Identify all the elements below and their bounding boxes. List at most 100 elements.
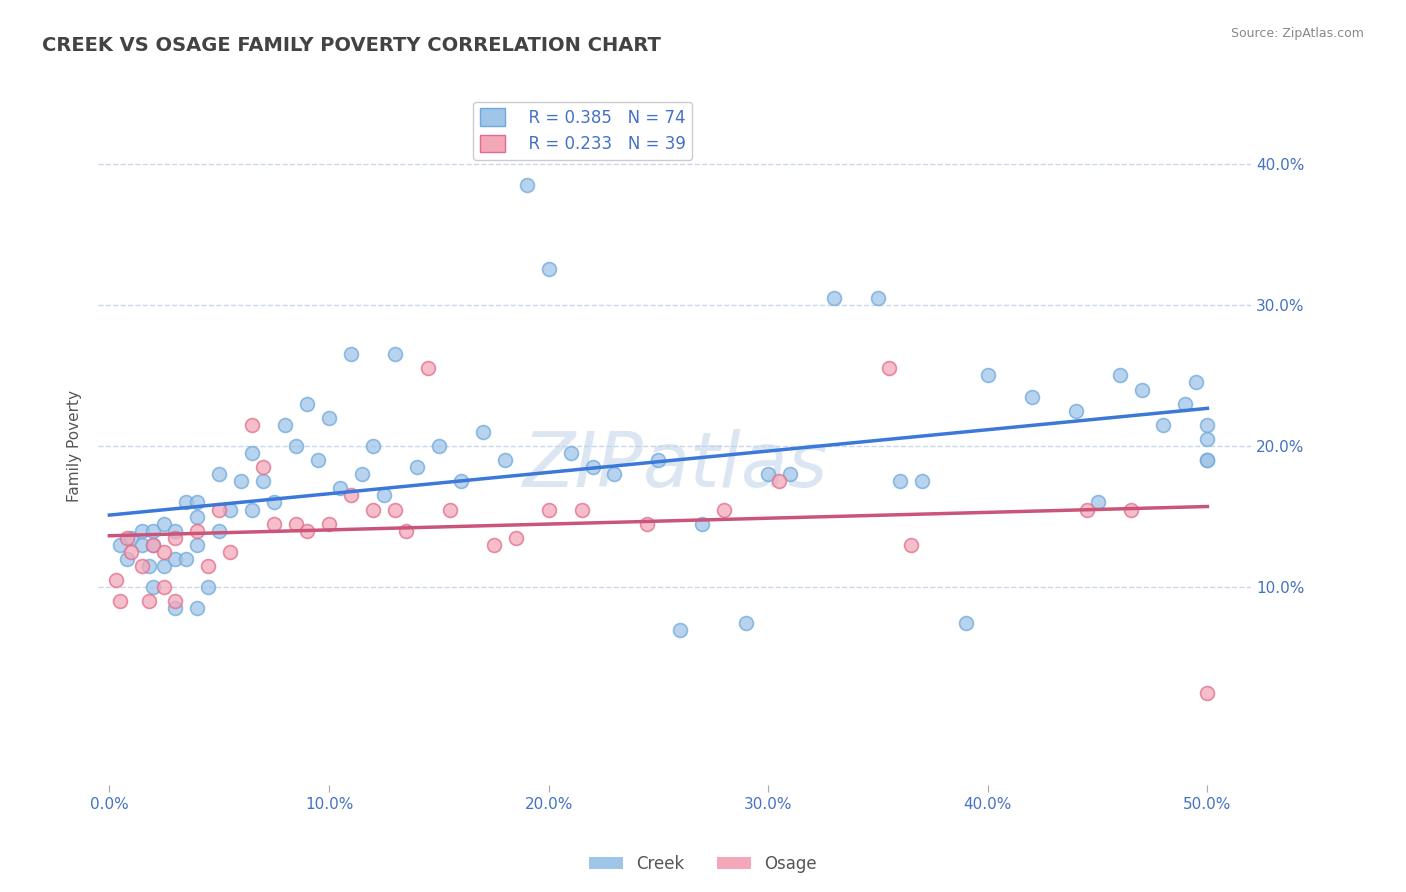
Point — [373, 488, 395, 502]
Point — [307, 453, 329, 467]
Point — [669, 623, 692, 637]
Point — [636, 516, 658, 531]
Point — [735, 615, 758, 630]
Point — [756, 467, 779, 482]
Point — [131, 524, 153, 538]
Point — [318, 410, 340, 425]
Point — [1174, 396, 1197, 410]
Point — [1119, 502, 1142, 516]
Point — [263, 516, 285, 531]
Point — [329, 481, 352, 495]
Point — [142, 524, 165, 538]
Point — [120, 531, 142, 545]
Point — [439, 502, 461, 516]
Point — [1076, 502, 1098, 516]
Point — [1153, 417, 1175, 432]
Point — [713, 502, 735, 516]
Point — [1108, 368, 1130, 383]
Text: ZIPatlas: ZIPatlas — [522, 429, 828, 503]
Point — [340, 347, 363, 361]
Legend:   R = 0.385   N = 74,   R = 0.233   N = 39: R = 0.385 N = 74, R = 0.233 N = 39 — [472, 102, 692, 160]
Point — [1197, 686, 1219, 700]
Point — [977, 368, 1000, 383]
Point — [240, 446, 263, 460]
Point — [197, 580, 219, 594]
Point — [1064, 403, 1087, 417]
Point — [494, 453, 516, 467]
Point — [295, 396, 318, 410]
Point — [240, 417, 263, 432]
Point — [252, 460, 274, 475]
Point — [252, 475, 274, 489]
Point — [142, 538, 165, 552]
Point — [779, 467, 801, 482]
Legend: Creek, Osage: Creek, Osage — [582, 848, 824, 880]
Point — [647, 453, 669, 467]
Point — [427, 439, 450, 453]
Point — [295, 524, 318, 538]
Point — [165, 531, 187, 545]
Point — [110, 594, 132, 608]
Point — [560, 446, 582, 460]
Point — [318, 516, 340, 531]
Point — [115, 531, 138, 545]
Point — [823, 291, 845, 305]
Point — [153, 516, 176, 531]
Point — [219, 545, 242, 559]
Point — [219, 502, 242, 516]
Point — [165, 524, 187, 538]
Point — [131, 538, 153, 552]
Point — [866, 291, 889, 305]
Point — [110, 538, 132, 552]
Point — [1087, 495, 1109, 509]
Point — [142, 580, 165, 594]
Point — [911, 475, 934, 489]
Point — [692, 516, 714, 531]
Point — [603, 467, 626, 482]
Point — [165, 552, 187, 566]
Point — [581, 460, 603, 475]
Point — [1197, 432, 1219, 446]
Point — [955, 615, 977, 630]
Point — [395, 524, 418, 538]
Point — [138, 594, 160, 608]
Point — [186, 495, 208, 509]
Point — [186, 538, 208, 552]
Point — [208, 467, 231, 482]
Point — [505, 531, 527, 545]
Point — [1185, 376, 1208, 390]
Point — [186, 601, 208, 615]
Point — [186, 509, 208, 524]
Point — [186, 524, 208, 538]
Point — [208, 524, 231, 538]
Text: CREEK VS OSAGE FAMILY POVERTY CORRELATION CHART: CREEK VS OSAGE FAMILY POVERTY CORRELATIO… — [42, 36, 661, 54]
Point — [153, 580, 176, 594]
Point — [120, 545, 142, 559]
Point — [274, 417, 297, 432]
Point — [104, 573, 127, 587]
Point — [877, 361, 900, 376]
Point — [153, 559, 176, 574]
Point — [1021, 390, 1043, 404]
Point — [165, 601, 187, 615]
Text: Source: ZipAtlas.com: Source: ZipAtlas.com — [1230, 27, 1364, 40]
Point — [768, 475, 790, 489]
Point — [361, 502, 384, 516]
Point — [340, 488, 363, 502]
Point — [165, 594, 187, 608]
Point — [1197, 417, 1219, 432]
Point — [153, 545, 176, 559]
Point — [263, 495, 285, 509]
Point — [416, 361, 439, 376]
Point — [197, 559, 219, 574]
Point — [350, 467, 373, 482]
Point — [231, 475, 253, 489]
Point — [174, 495, 197, 509]
Point — [1130, 383, 1153, 397]
Point — [1197, 453, 1219, 467]
Point — [405, 460, 427, 475]
Point — [142, 538, 165, 552]
Point — [384, 347, 406, 361]
Point — [285, 516, 308, 531]
Point — [1197, 453, 1219, 467]
